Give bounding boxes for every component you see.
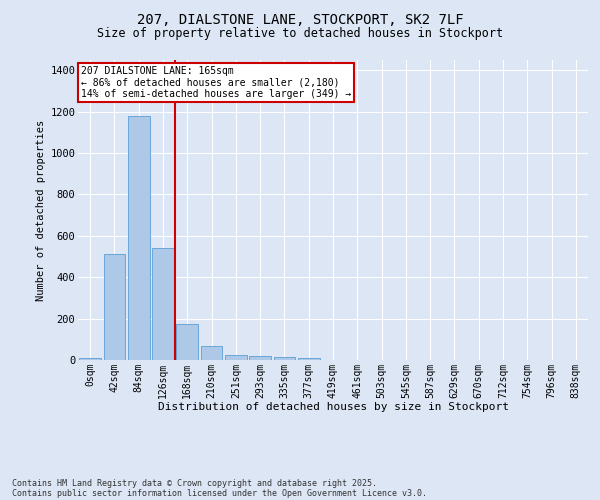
Bar (152, 248, 174, 360)
Bar (104, 254, 125, 360)
Text: 207 DIALSTONE LANE: 165sqm
← 86% of detached houses are smaller (2,180)
14% of s: 207 DIALSTONE LANE: 165sqm ← 86% of deta… (80, 66, 351, 99)
Text: Size of property relative to detached houses in Stockport: Size of property relative to detached ho… (97, 28, 503, 40)
Text: 207, DIALSTONE LANE, STOCKPORT, SK2 7LF: 207, DIALSTONE LANE, STOCKPORT, SK2 7LF (137, 12, 463, 26)
Bar (225, 355, 247, 360)
Bar (128, 116, 149, 360)
Bar (249, 356, 271, 360)
Y-axis label: Number of detached properties: Number of detached properties (36, 120, 46, 300)
Bar (176, 324, 198, 360)
Bar (274, 357, 295, 360)
Bar (298, 358, 320, 360)
Bar (79, 358, 101, 360)
Text: Contains public sector information licensed under the Open Government Licence v3: Contains public sector information licen… (12, 488, 427, 498)
Bar (200, 346, 223, 360)
Text: Contains HM Land Registry data © Crown copyright and database right 2025.: Contains HM Land Registry data © Crown c… (12, 478, 377, 488)
X-axis label: Distribution of detached houses by size in Stockport: Distribution of detached houses by size … (157, 402, 509, 412)
